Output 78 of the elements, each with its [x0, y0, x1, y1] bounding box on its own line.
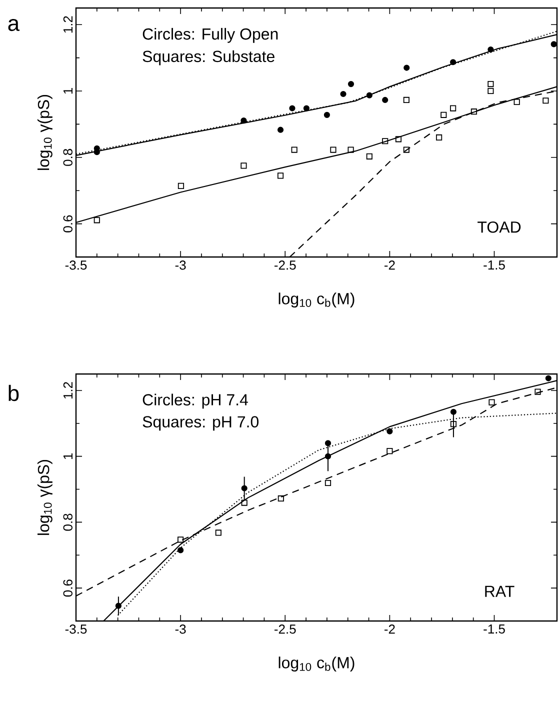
- point: [514, 98, 520, 106]
- point: [382, 96, 388, 104]
- y-tick-label: 1.2: [63, 16, 72, 33]
- point: [403, 146, 410, 153]
- point: [450, 105, 456, 112]
- x-tick-label: -2: [384, 260, 395, 270]
- point: [178, 182, 184, 190]
- annotation: Squares: Substate: [142, 50, 274, 66]
- y-axis-title: log$_{10}$ γ(pS): [37, 95, 52, 170]
- x-tick-label: -1.5: [484, 260, 505, 270]
- point: [450, 408, 457, 415]
- y-tick-label: 0.8: [63, 148, 72, 166]
- x-tick-label: -3: [175, 624, 186, 634]
- point: [488, 80, 494, 88]
- point: [395, 136, 402, 142]
- y-tick-label: 1: [64, 88, 72, 94]
- point: [289, 105, 296, 112]
- x-tick-label: -2: [384, 624, 395, 634]
- point: [303, 105, 310, 112]
- point: [404, 64, 410, 71]
- x-tick-label: -3.5: [65, 260, 87, 270]
- annotation: TOAD: [478, 221, 521, 233]
- x-tick-label: -3: [175, 260, 186, 270]
- x-tick-label: -2.5: [274, 260, 296, 270]
- point: [115, 602, 122, 609]
- point: [382, 138, 388, 144]
- point: [488, 399, 495, 406]
- x-tick-label: -2.5: [274, 624, 296, 634]
- point: [178, 536, 184, 543]
- point: [324, 112, 330, 118]
- y-tick-label: 1: [64, 453, 72, 459]
- x-axis-title: log$_{10}$ c$_{b}$(M): [278, 292, 354, 308]
- y-axis-title: log$_{10}$ γ(pS): [37, 460, 52, 535]
- point: [324, 480, 332, 486]
- y-tick-label: 1.2: [63, 382, 72, 399]
- point: [240, 118, 247, 124]
- point: [534, 388, 541, 395]
- point: [366, 92, 372, 98]
- x-axis-title: log$_{10}$ c$_{b}$(M): [278, 656, 354, 672]
- x-tick-label: -1.5: [484, 624, 505, 634]
- x-tick-label: -3.5: [65, 624, 87, 634]
- point: [488, 46, 494, 53]
- point: [348, 146, 354, 153]
- point: [386, 448, 393, 454]
- point: [277, 172, 284, 179]
- point: [291, 146, 298, 153]
- annotation: RAT: [485, 586, 514, 597]
- point: [542, 98, 549, 104]
- y-tick-label: 0.6: [63, 580, 72, 597]
- point: [340, 90, 346, 98]
- annotation: Squares: pH 7.0: [142, 416, 259, 431]
- point: [277, 126, 284, 133]
- point: [470, 108, 478, 115]
- point: [403, 96, 410, 104]
- point: [241, 485, 248, 492]
- point: [366, 153, 372, 160]
- point: [241, 500, 248, 506]
- point: [348, 80, 354, 88]
- text: a: [8, 19, 20, 32]
- text: b: [8, 384, 19, 402]
- point: [94, 217, 100, 224]
- point: [324, 440, 332, 446]
- point: [450, 59, 456, 66]
- y-tick-label: 0.8: [63, 514, 72, 531]
- annotation: Circles: Fully Open: [142, 28, 278, 43]
- point: [324, 453, 332, 460]
- point: [436, 134, 442, 141]
- point: [240, 162, 247, 169]
- point: [278, 495, 284, 502]
- annotation: Circles: pH 7.4: [142, 394, 248, 409]
- point: [488, 88, 494, 94]
- y-tick-label: 0.6: [63, 215, 72, 232]
- point: [440, 112, 447, 118]
- point: [330, 146, 336, 153]
- point: [450, 421, 457, 428]
- point: [178, 547, 184, 554]
- point: [386, 428, 393, 434]
- point: [215, 530, 222, 536]
